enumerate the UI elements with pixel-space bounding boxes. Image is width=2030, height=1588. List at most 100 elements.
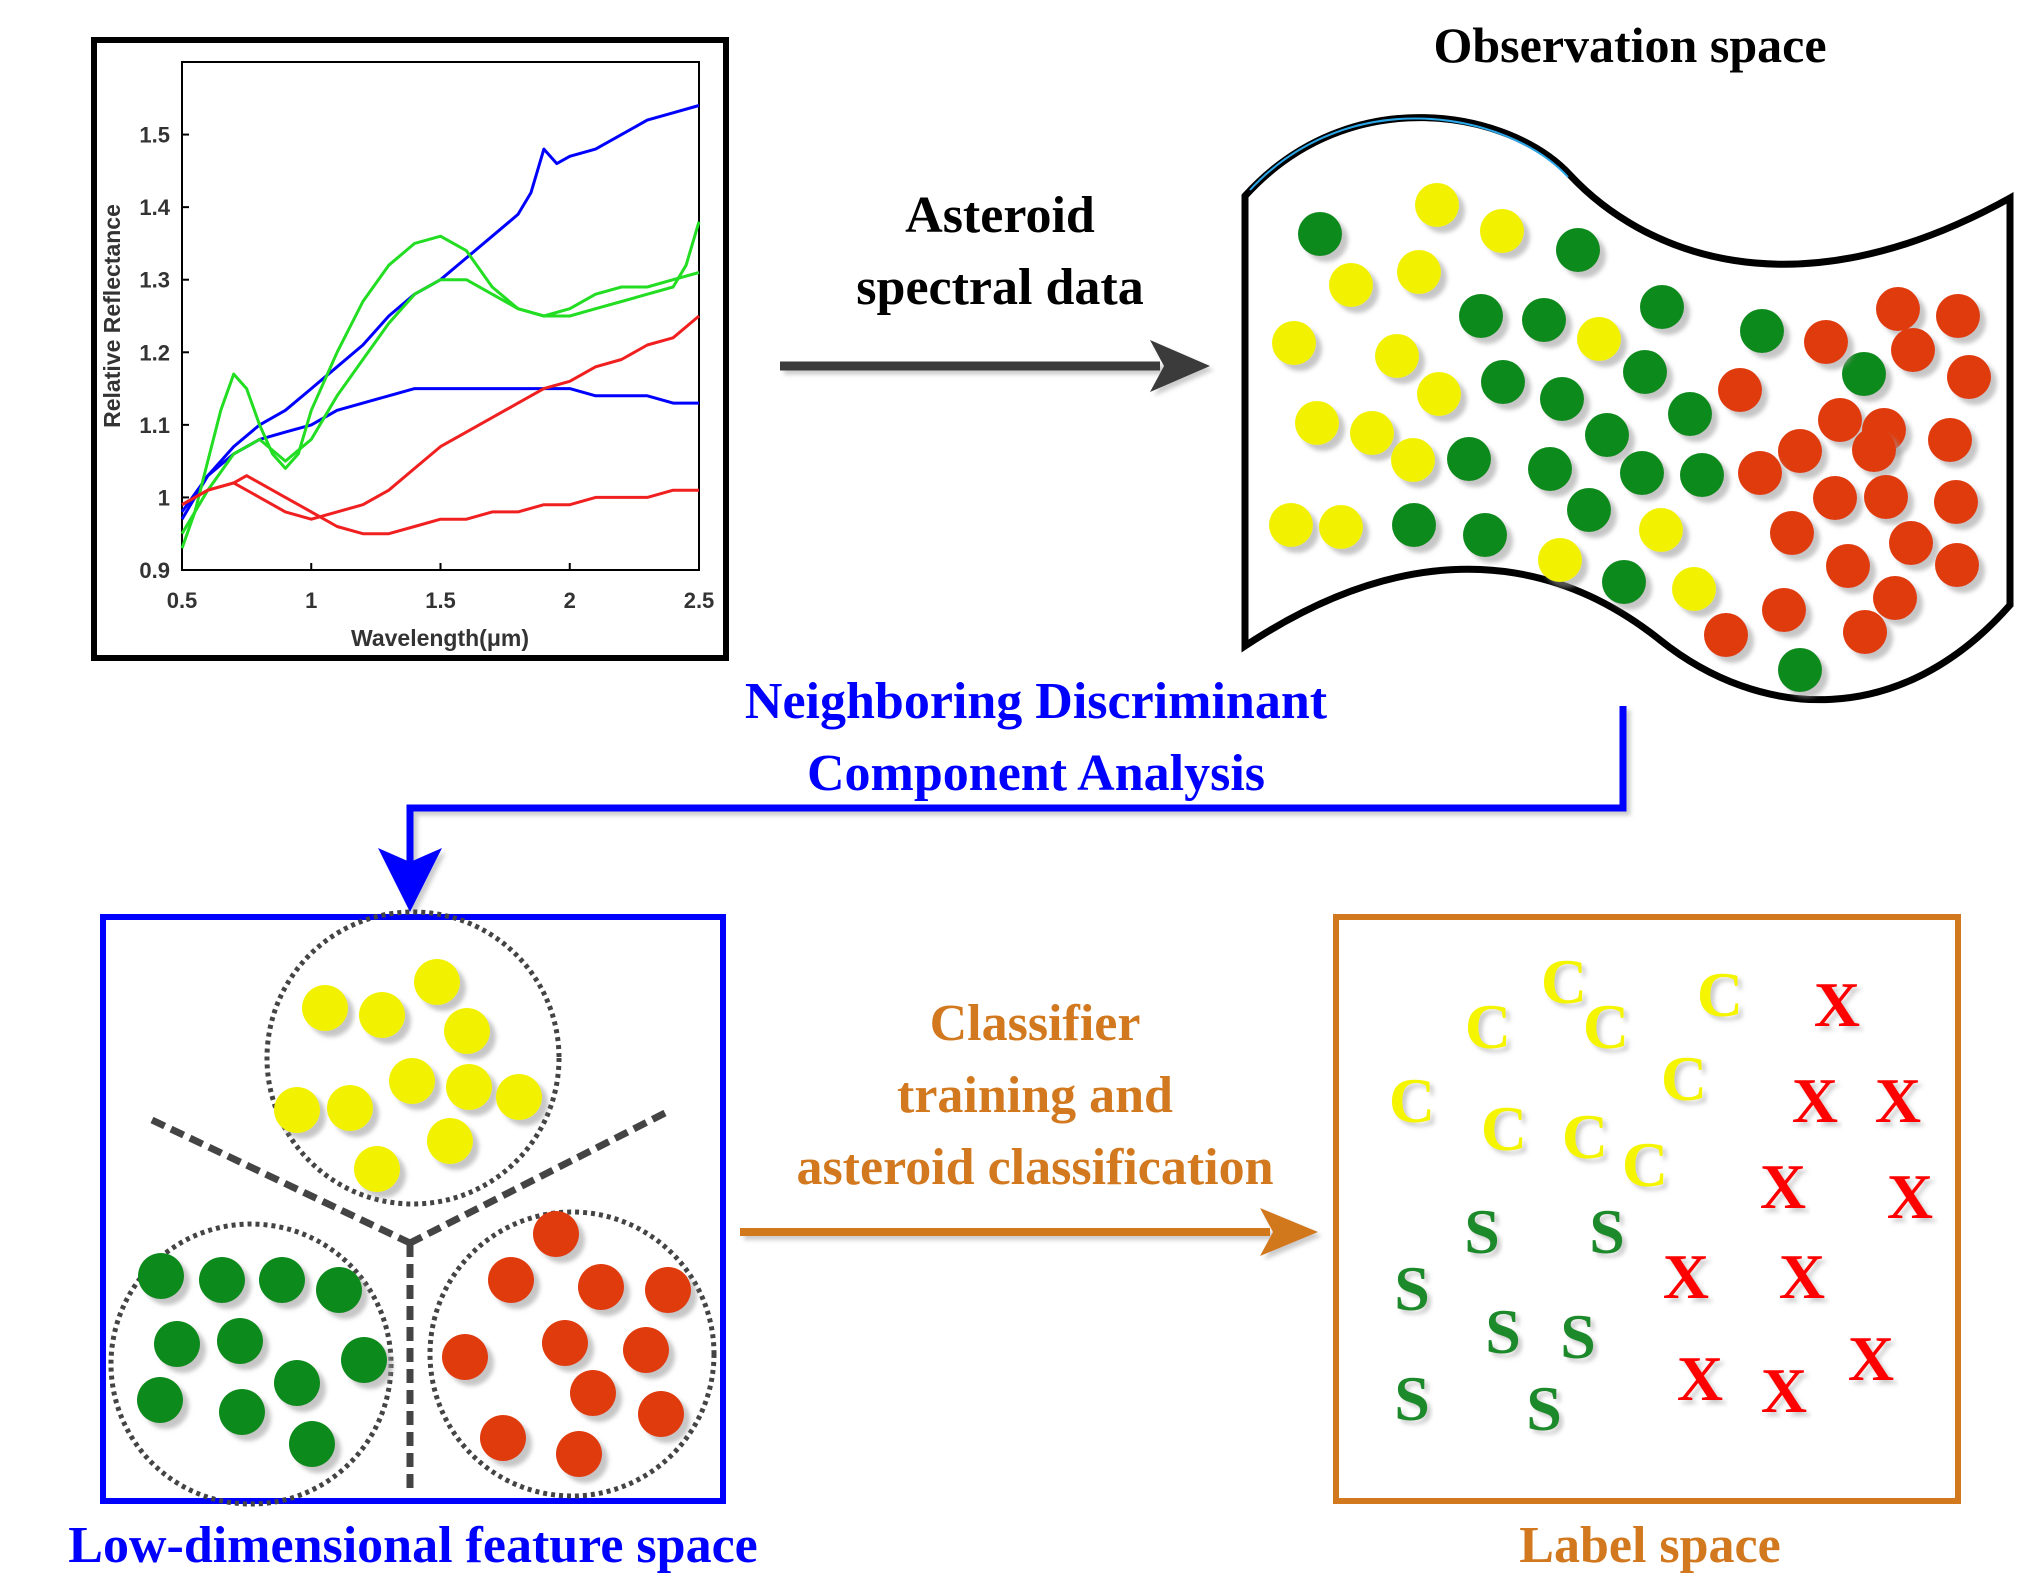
feature-dot-yellow (444, 1008, 490, 1054)
observation-dot-red (1818, 398, 1862, 442)
observation-dot-red (1891, 328, 1935, 372)
feature-dot-green (289, 1421, 335, 1467)
y-tick-label: 1.2 (139, 340, 170, 365)
observation-dot-green (1392, 503, 1436, 547)
observation-dot-red (1826, 544, 1870, 588)
observation-dot-green (1522, 298, 1566, 342)
feature-dot-yellow (327, 1085, 373, 1131)
observation-dot-green (1842, 352, 1886, 396)
observation-dot-yellow (1639, 508, 1683, 552)
observation-dot-red (1928, 418, 1972, 462)
observation-dot-green (1668, 392, 1712, 436)
label-letter-c: C (1481, 1093, 1527, 1164)
observation-dot-green (1556, 228, 1600, 272)
observation-dot-yellow (1329, 263, 1373, 307)
observation-dot-red (1934, 480, 1978, 524)
feature-dot-yellow (446, 1064, 492, 1110)
chart-y-axis-label: Relative Reflectance (99, 204, 125, 428)
label-letter-c: C (1622, 1129, 1668, 1200)
observation-dot-yellow (1375, 334, 1419, 378)
feature-dot-red (556, 1431, 602, 1477)
observation-dot-green (1740, 309, 1784, 353)
feature-dot-green (341, 1337, 387, 1383)
ndca-label-line2: Component Analysis (807, 745, 1265, 802)
arrow-classifier (740, 1208, 1318, 1256)
feature-dot-red (638, 1391, 684, 1437)
label-letter-x: X (1677, 1343, 1723, 1414)
observation-dot-red (1876, 287, 1920, 331)
label-letter-x: X (1760, 1151, 1806, 1222)
observation-dot-red (1947, 355, 1991, 399)
observation-dot-yellow (1480, 209, 1524, 253)
observation-dot-yellow (1391, 438, 1435, 482)
observation-dot-yellow (1415, 183, 1459, 227)
observation-dot-yellow (1417, 372, 1461, 416)
ndca-label-line1: Neighboring Discriminant (745, 673, 1328, 730)
feature-dot-red (442, 1334, 488, 1380)
observation-dot-green (1540, 377, 1584, 421)
label-space-frame (1333, 914, 1961, 1504)
observation-dot-green (1620, 451, 1664, 495)
feature-dot-yellow (389, 1058, 435, 1104)
observation-dot-red (1852, 428, 1896, 472)
observation-title: Observation space (1433, 17, 1826, 73)
feature-dot-yellow (354, 1146, 400, 1192)
observation-dot-yellow (1269, 503, 1313, 547)
cluster-circle-red (427, 1209, 717, 1499)
observation-dot-red (1718, 368, 1762, 412)
observation-dot-green (1602, 560, 1646, 604)
chart-series-group (180, 104, 701, 549)
observation-dot-red (1762, 588, 1806, 632)
feature-dot-red (480, 1415, 526, 1461)
y-tick-label: 0.9 (139, 558, 170, 583)
label-letter-s: S (1589, 1196, 1625, 1267)
manifold-top-highlight (1249, 117, 1569, 191)
observation-dot-green (1459, 294, 1503, 338)
observation-dot-green (1463, 513, 1507, 557)
label-letter-s: S (1394, 1363, 1430, 1434)
feature-dot-red (623, 1327, 669, 1373)
feature-dot-yellow (496, 1074, 542, 1120)
label-letter-c: C (1389, 1065, 1435, 1136)
feature-dot-red (533, 1211, 579, 1257)
observation-dot-green (1567, 488, 1611, 532)
observation-dot-green (1447, 437, 1491, 481)
observation-dot-yellow (1577, 317, 1621, 361)
observation-dot-red (1936, 294, 1980, 338)
observation-dot-green (1585, 413, 1629, 457)
y-tick-label: 1.4 (139, 195, 170, 220)
label-letter-s: S (1394, 1253, 1430, 1324)
feature-dot-red (570, 1370, 616, 1416)
series-line-red-2 (181, 474, 699, 536)
label-letter-x: X (1848, 1323, 1894, 1394)
feature-dot-green (274, 1360, 320, 1406)
feature-dot-green (259, 1257, 305, 1303)
feature-dot-green (199, 1257, 245, 1303)
arrow-label-line2: spectral data (856, 259, 1143, 316)
observation-dot-green (1680, 453, 1724, 497)
feature-dot-green (154, 1321, 200, 1367)
observation-dot-green (1640, 285, 1684, 329)
cluster-circle-green (108, 1221, 394, 1507)
x-tick-label: 2.5 (684, 588, 715, 613)
label-letter-c: C (1583, 991, 1629, 1062)
series-line-blue-1 (180, 104, 700, 520)
label-letter-s: S (1526, 1373, 1562, 1444)
observation-dot-red (1778, 429, 1822, 473)
feature-space-caption: Low-dimensional feature space (68, 1517, 757, 1574)
label-letter-c: C (1562, 1101, 1608, 1172)
observation-dot-yellow (1538, 538, 1582, 582)
observation-dot-green (1298, 212, 1342, 256)
x-tick-label: 1 (305, 588, 317, 613)
label-letter-x: X (1792, 1065, 1838, 1136)
feature-dot-red (578, 1264, 624, 1310)
label-letter-c: C (1697, 959, 1743, 1030)
observation-dot-green (1481, 360, 1525, 404)
observation-dot-red (1770, 511, 1814, 555)
series-line-green-2 (180, 271, 700, 535)
feature-dot-yellow (414, 959, 460, 1005)
feature-dot-yellow (359, 992, 405, 1038)
label-letter-s: S (1485, 1296, 1521, 1367)
label-space-panel: C CC CC CC C CS SSS SS SXX XX XX XXX X (1333, 914, 1961, 1504)
feature-dot-yellow (427, 1118, 473, 1164)
